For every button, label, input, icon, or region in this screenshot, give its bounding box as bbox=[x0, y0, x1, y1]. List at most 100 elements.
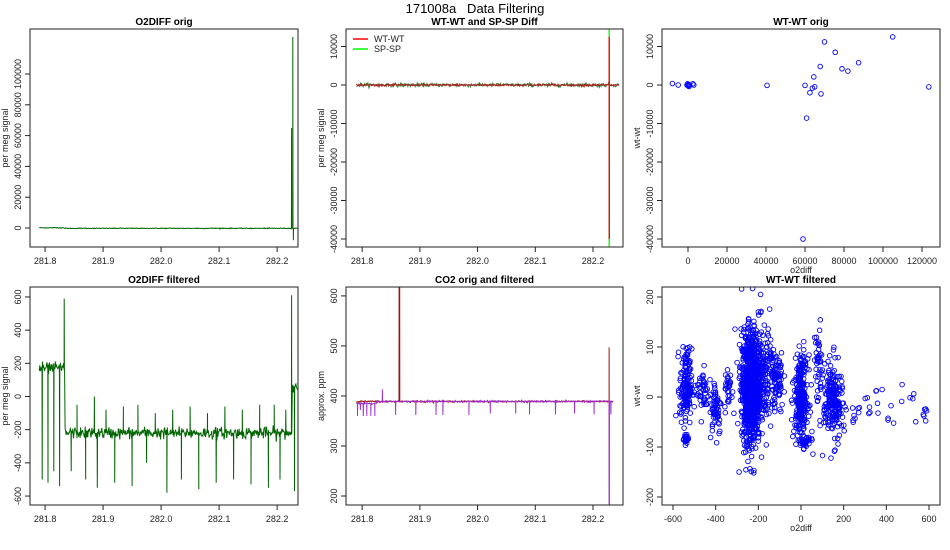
scatter-point bbox=[798, 352, 804, 358]
scatter-point bbox=[802, 408, 809, 414]
y-tick-label: 200 bbox=[329, 488, 339, 503]
scatter-point bbox=[673, 412, 679, 419]
scatter-point bbox=[800, 236, 806, 242]
scatter-point bbox=[899, 381, 905, 388]
scatter-point bbox=[777, 406, 783, 413]
scatter-point bbox=[748, 453, 755, 460]
scatter-point bbox=[771, 408, 778, 415]
scatter-point bbox=[750, 334, 757, 341]
scatter-point bbox=[686, 397, 692, 404]
scatter-point bbox=[794, 388, 801, 395]
scatter-point bbox=[814, 388, 821, 394]
scatter-point bbox=[851, 412, 857, 419]
scatter-point bbox=[758, 377, 765, 384]
scatter-point bbox=[910, 395, 916, 402]
scatter-point bbox=[817, 63, 823, 70]
scatter-point bbox=[814, 354, 820, 361]
scatter-point bbox=[688, 388, 694, 395]
scatter-point bbox=[832, 49, 838, 56]
x-tick-label: 120000 bbox=[907, 256, 937, 266]
y-tick-label: -100 bbox=[645, 438, 655, 456]
scatter-point bbox=[885, 417, 891, 423]
panel-title: O2DIFF filtered bbox=[128, 275, 200, 286]
scatter-point bbox=[683, 398, 689, 405]
scatter-point bbox=[755, 365, 761, 372]
scatter-point bbox=[722, 404, 728, 410]
scatter-point bbox=[701, 401, 707, 408]
x-tick-label: 20000 bbox=[714, 256, 739, 266]
scatter-point bbox=[681, 425, 687, 431]
scatter-point bbox=[800, 432, 806, 438]
scatter-point bbox=[669, 80, 676, 87]
scatter-point bbox=[677, 377, 683, 384]
scatter-point bbox=[684, 392, 690, 398]
y-tick-label: -600 bbox=[13, 487, 23, 505]
x-tick-label: 281.9 bbox=[92, 256, 115, 266]
scatter-point bbox=[817, 351, 824, 357]
scatter-point bbox=[751, 340, 757, 347]
scatter-point bbox=[866, 410, 872, 417]
x-tick-label: 100000 bbox=[868, 256, 898, 266]
panel-title: WT-WT filtered bbox=[766, 275, 836, 286]
scatter-point bbox=[732, 326, 738, 332]
y-tick-label: 200 bbox=[13, 356, 23, 371]
scatter-point bbox=[813, 366, 819, 373]
scatter-point bbox=[749, 365, 756, 372]
y-tick-label: 100 bbox=[645, 339, 655, 354]
scatter-point bbox=[755, 309, 762, 315]
scatter-point bbox=[855, 59, 862, 66]
scatter-point bbox=[750, 384, 756, 391]
scatter-point bbox=[758, 454, 765, 460]
scatter-point bbox=[827, 363, 834, 369]
scatter-point bbox=[792, 422, 798, 428]
x-tick-label: 281.8 bbox=[34, 514, 57, 524]
scatter-point bbox=[781, 373, 788, 379]
y-tick-label: 80000 bbox=[13, 92, 23, 117]
scatter-point bbox=[816, 327, 823, 334]
scatter-point bbox=[830, 383, 837, 389]
scatter-point bbox=[727, 379, 733, 385]
scatter-point bbox=[698, 402, 704, 408]
scatter-point bbox=[757, 291, 764, 298]
scatter-point bbox=[766, 306, 773, 312]
scatter-point bbox=[712, 393, 718, 399]
scatter-point bbox=[747, 353, 754, 359]
scatter-point bbox=[675, 82, 681, 88]
scatter-point bbox=[807, 89, 813, 96]
scatter-point bbox=[747, 365, 754, 372]
plot-area bbox=[673, 287, 930, 476]
x-tick-label: 281.8 bbox=[351, 514, 374, 524]
scatter-point bbox=[801, 417, 808, 423]
x-tick-label: 282.1 bbox=[208, 514, 231, 524]
scatter-point bbox=[765, 362, 771, 369]
panel-4: O2DIFF filtered 281.8 281.9 282.0 282.1 282.2… bbox=[0, 275, 299, 524]
scatter-point bbox=[742, 449, 749, 455]
scatter-point bbox=[795, 423, 802, 429]
x-axis-label: o2diff bbox=[790, 523, 812, 533]
scatter-point bbox=[746, 400, 753, 407]
y-tick-label: 0 bbox=[13, 225, 23, 230]
scatter-point bbox=[803, 394, 810, 400]
scatter-point bbox=[814, 398, 821, 404]
scatter-point bbox=[741, 349, 747, 355]
scatter-point bbox=[819, 375, 826, 381]
scatter-point bbox=[691, 82, 697, 88]
scatter-point bbox=[765, 326, 771, 332]
scatter-point bbox=[755, 398, 761, 404]
panel-5: CO2 orig and filtered 281.8 281.9 282.0 282.… bbox=[316, 275, 624, 524]
x-tick-label: 0 bbox=[798, 514, 803, 524]
scatter-point bbox=[775, 377, 782, 384]
x-tick-label: 400 bbox=[879, 514, 894, 524]
scatter-point bbox=[841, 422, 847, 428]
y-tick-label: -30000 bbox=[645, 186, 655, 214]
scatter-point bbox=[753, 366, 759, 372]
y-tick-label: -40000 bbox=[645, 225, 655, 253]
scatter-point bbox=[716, 417, 723, 423]
y-tick-label: 10000 bbox=[329, 34, 339, 59]
scatter-point bbox=[856, 404, 863, 411]
scatter-point bbox=[875, 410, 881, 416]
scatter-point bbox=[826, 352, 833, 359]
scatter-point bbox=[741, 419, 748, 425]
scatter-point bbox=[759, 378, 766, 385]
x-tick-label: 282.2 bbox=[582, 514, 605, 524]
